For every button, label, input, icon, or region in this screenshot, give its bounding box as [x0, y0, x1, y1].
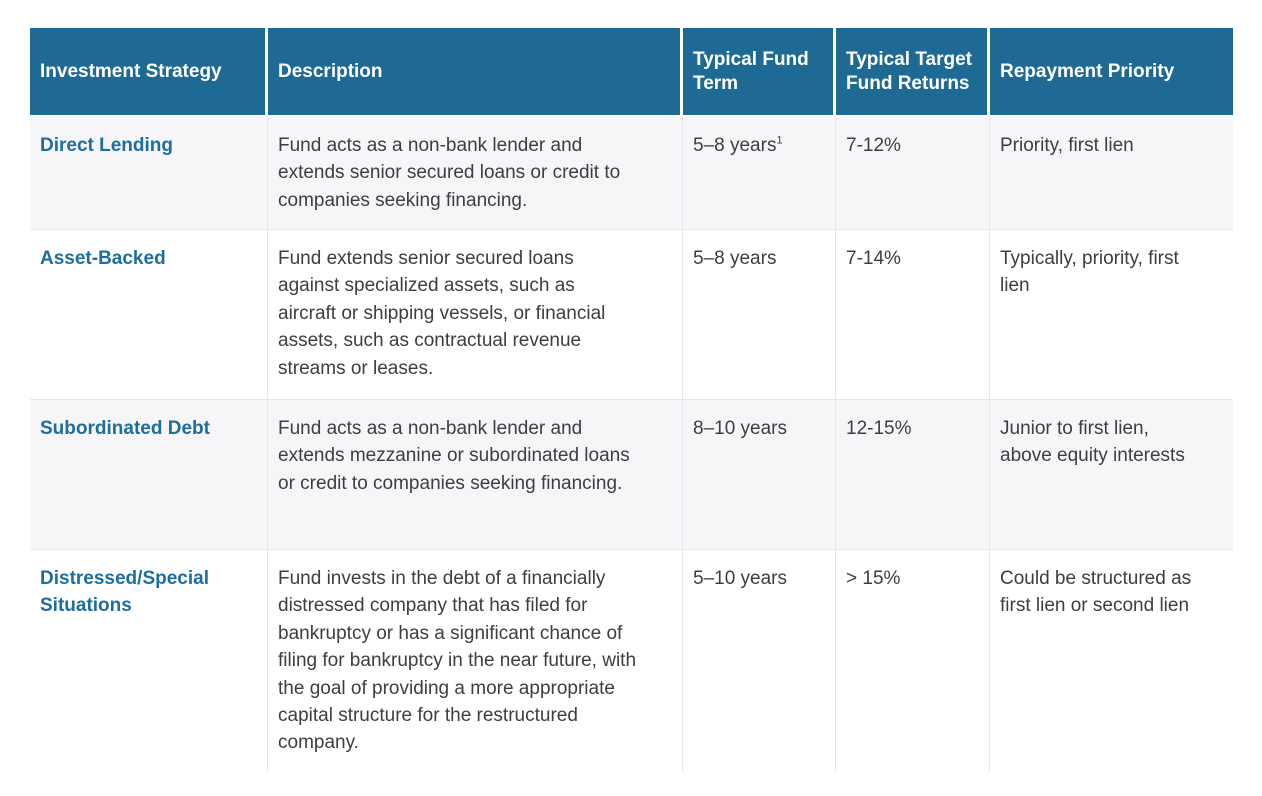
- header-row: Investment Strategy Description Typical …: [30, 28, 1233, 115]
- table-row-asset-backed: Asset-Backed Fund extends senior secured…: [30, 229, 1233, 400]
- fund-term: 5–8 years: [683, 229, 836, 400]
- strategy-description: Fund acts as a non-bank lender and exten…: [268, 399, 683, 550]
- col-header-typical-target-fund-returns: Typical Target Fund Returns: [836, 28, 990, 115]
- repayment-priority: Could be structured as first lien or sec…: [990, 549, 1233, 772]
- repayment-priority: Typically, priority, first lien: [990, 229, 1233, 400]
- col-header-typical-fund-term: Typical Fund Term: [683, 28, 836, 115]
- fund-term-text: 5–8 years: [693, 135, 777, 156]
- table-row-subordinated-debt: Subordinated Debt Fund acts as a non-ban…: [30, 399, 1233, 550]
- strategy-name: Distressed/Special Situations: [30, 549, 268, 772]
- strategy-description: Fund invests in the debt of a financiall…: [268, 549, 683, 772]
- col-header-investment-strategy: Investment Strategy: [30, 28, 268, 115]
- col-header-repayment-priority: Repayment Priority: [990, 28, 1233, 115]
- fund-term: 5–10 years: [683, 549, 836, 772]
- repayment-priority: Junior to first lien, above equity inter…: [990, 399, 1233, 550]
- strategy-name: Direct Lending: [30, 115, 268, 230]
- strategy-description: Fund acts as a non-bank lender and exten…: [268, 115, 683, 230]
- fund-term: 8–10 years: [683, 399, 836, 550]
- table-row-direct-lending: Direct Lending Fund acts as a non-bank l…: [30, 115, 1233, 230]
- target-returns: > 15%: [836, 549, 990, 772]
- strategy-name: Subordinated Debt: [30, 399, 268, 550]
- table-row-distressed-special-situations: Distressed/Special Situations Fund inves…: [30, 549, 1233, 772]
- target-returns: 12-15%: [836, 399, 990, 550]
- target-returns: 7-12%: [836, 115, 990, 230]
- col-header-description: Description: [268, 28, 683, 115]
- repayment-priority: Priority, first lien: [990, 115, 1233, 230]
- target-returns: 7-14%: [836, 229, 990, 400]
- investment-strategy-table: Investment Strategy Description Typical …: [30, 28, 1233, 772]
- footnote-marker: 1: [776, 134, 783, 147]
- strategy-name: Asset-Backed: [30, 229, 268, 400]
- fund-term: 5–8 years1: [683, 115, 836, 230]
- strategy-description: Fund extends senior secured loans agains…: [268, 229, 683, 400]
